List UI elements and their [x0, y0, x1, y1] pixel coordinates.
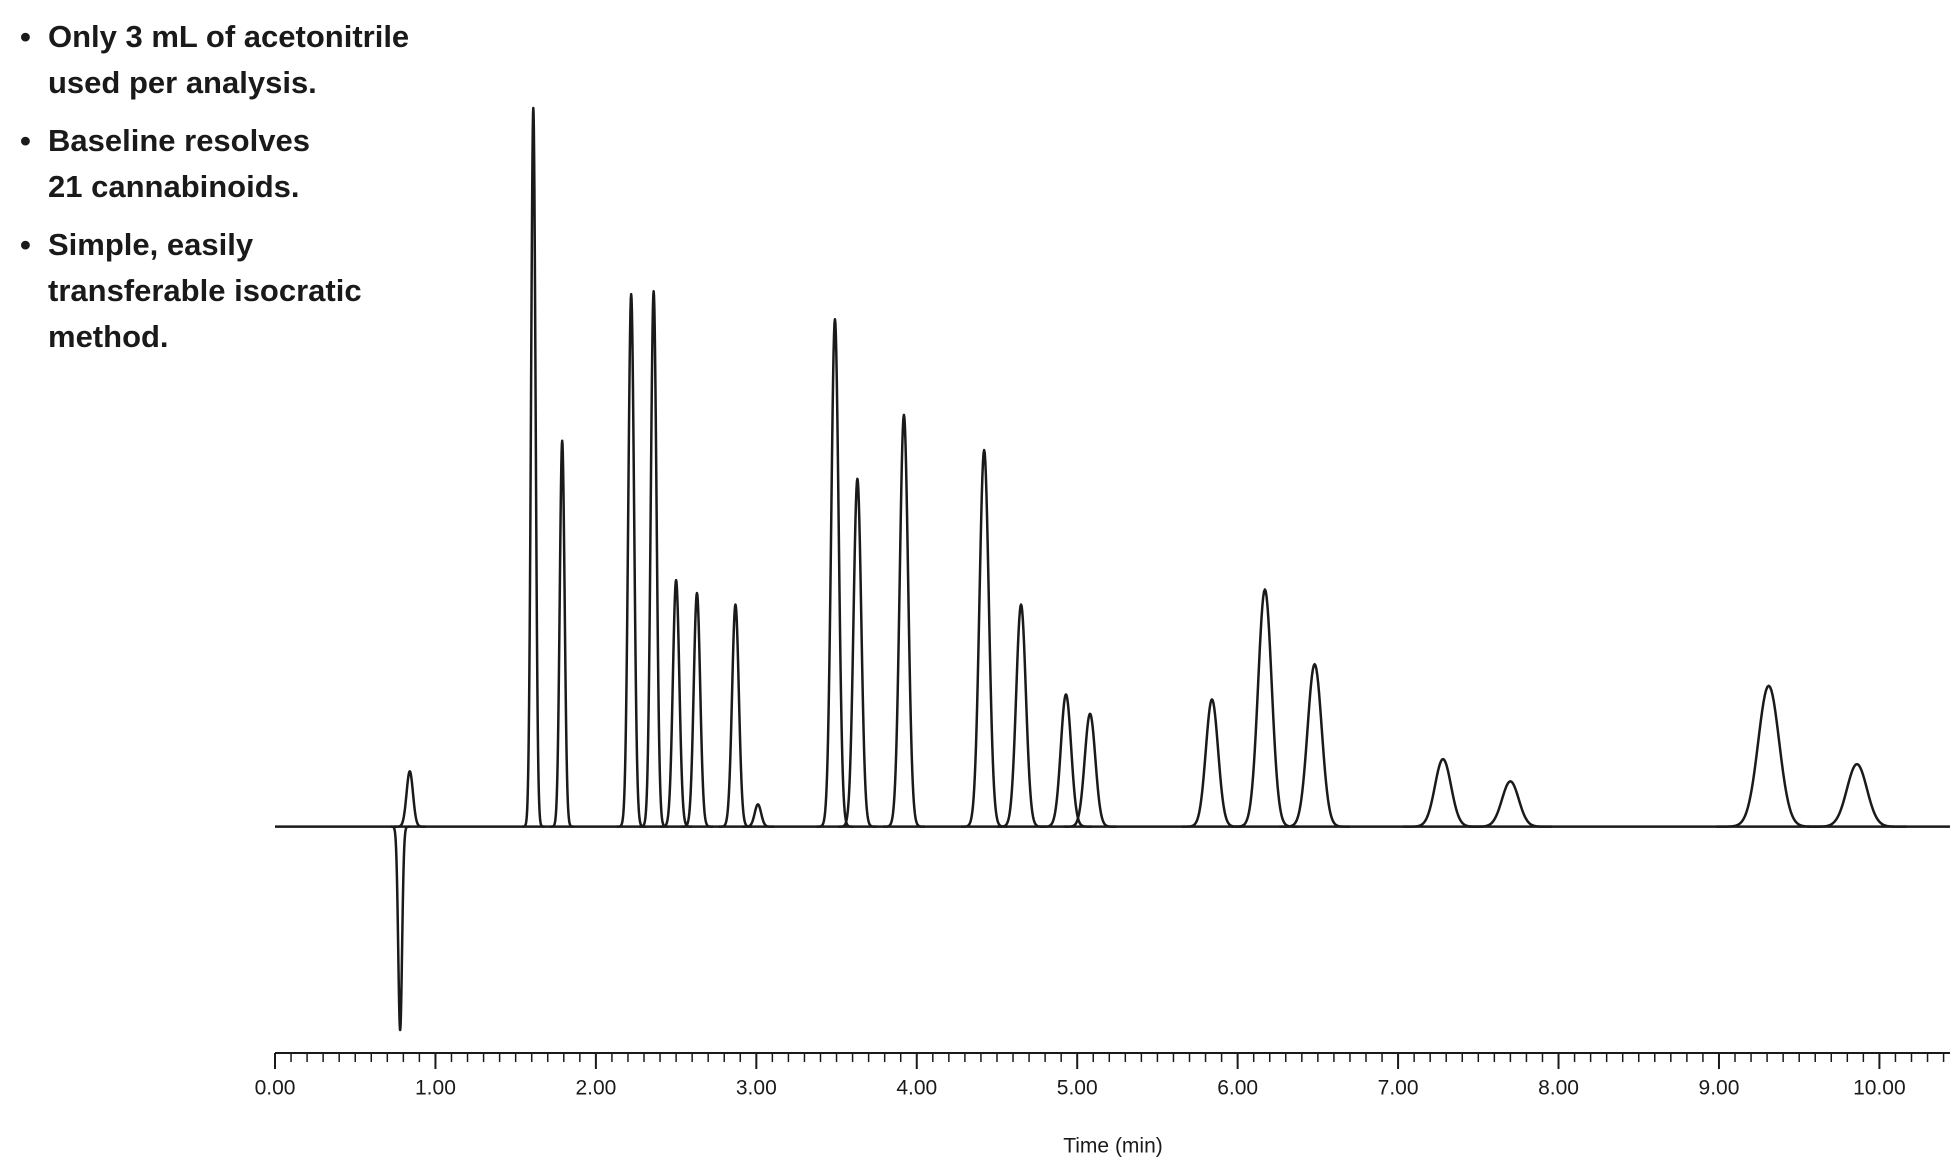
- x-tick-label: 10.00: [1853, 1077, 1906, 1100]
- bullet-line: Baseline resolves: [48, 123, 310, 158]
- bullet: Only 3 mL of acetonitrile used per analys…: [14, 14, 409, 106]
- peak: [717, 603, 754, 828]
- x-tick-label: 4.00: [896, 1077, 937, 1100]
- bullet: Simple, easily transferable isocratic meth…: [14, 222, 409, 360]
- peak: [392, 770, 427, 828]
- peak: [882, 413, 926, 828]
- peak: [1468, 780, 1553, 828]
- peak: [1402, 757, 1484, 828]
- peak: [1807, 762, 1907, 828]
- peak: [389, 825, 411, 1032]
- bullet-line: transferable isocratic: [48, 273, 362, 308]
- bullet: Baseline resolves 21 cannabinoids.: [14, 118, 409, 210]
- x-tick-label: 8.00: [1538, 1077, 1579, 1100]
- peak: [615, 292, 647, 828]
- x-tick-label: 0.00: [255, 1077, 296, 1100]
- bullet-line: 21 cannabinoids.: [48, 169, 300, 204]
- peak: [815, 318, 855, 828]
- peak: [837, 477, 878, 828]
- bullet-line: Only 3 mL of acetonitrile: [48, 19, 410, 54]
- x-tick-label: 1.00: [415, 1077, 456, 1100]
- x-tick-label: 5.00: [1057, 1077, 1098, 1100]
- peak: [1062, 712, 1118, 828]
- peak: [741, 803, 775, 828]
- peak: [1181, 698, 1243, 828]
- peak: [1230, 588, 1300, 828]
- peak: [521, 106, 546, 828]
- bullet-line: used per analysis.: [48, 65, 317, 100]
- x-tick-label: 2.00: [575, 1077, 616, 1100]
- bullet-line: Simple, easily: [48, 227, 254, 262]
- peak: [1278, 662, 1351, 828]
- x-tick-label: 6.00: [1217, 1077, 1258, 1100]
- peak: [638, 290, 669, 828]
- peak: [659, 578, 693, 828]
- x-tick-label: 7.00: [1378, 1077, 1419, 1100]
- peak: [1039, 693, 1093, 828]
- peak: [960, 448, 1009, 828]
- x-axis-label: Time (min): [1063, 1135, 1163, 1158]
- bullet-line: method.: [48, 319, 169, 354]
- peak: [996, 603, 1046, 828]
- x-tick-label: 3.00: [736, 1077, 777, 1100]
- peak: [680, 591, 714, 828]
- bullet-list: Only 3 mL of acetonitrile used per analys…: [14, 14, 409, 372]
- peak: [549, 439, 576, 828]
- peak: [1716, 684, 1821, 828]
- x-tick-label: 9.00: [1699, 1077, 1740, 1100]
